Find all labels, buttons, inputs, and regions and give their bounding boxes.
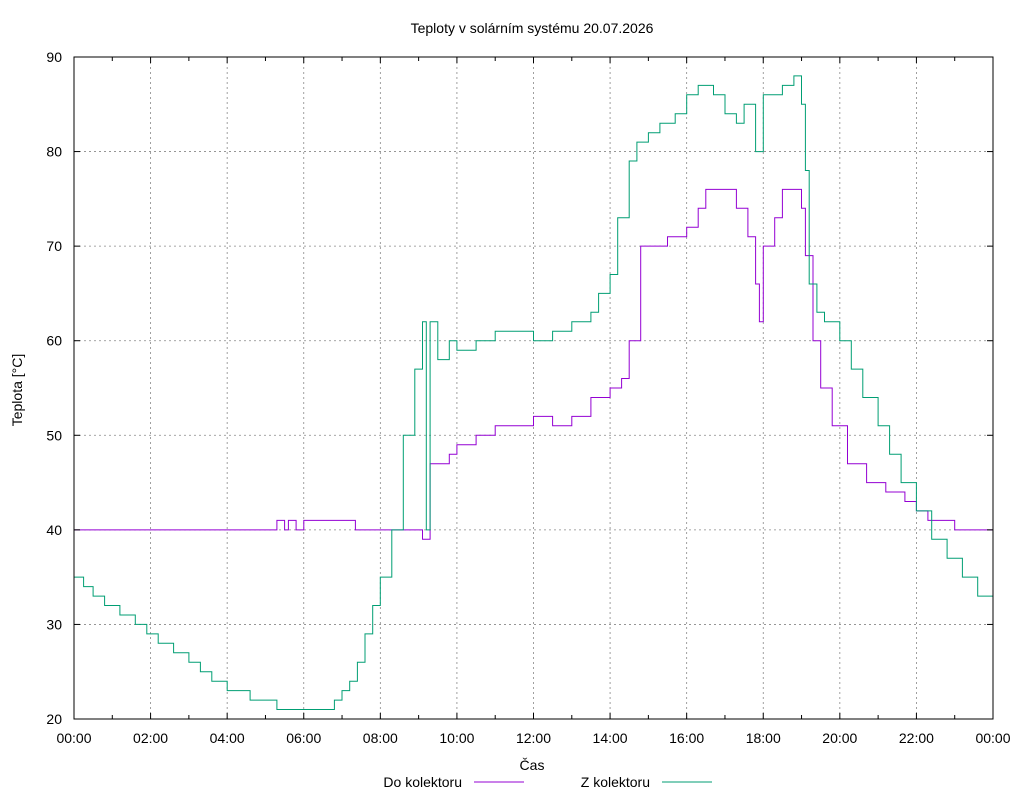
x-tick-label: 02:00 <box>133 730 168 746</box>
x-axis-label: Čas <box>520 757 545 773</box>
x-tick-label: 18:00 <box>746 730 781 746</box>
ticks <box>73 56 994 720</box>
legend-label-2: Z kolektoru <box>581 774 650 790</box>
x-tick-label: 00:00 <box>56 730 91 746</box>
legend: Do kolektoru Z kolektoru <box>383 774 712 790</box>
y-tick-label: 60 <box>46 333 62 349</box>
x-tick-label: 16:00 <box>669 730 704 746</box>
series-layer <box>74 75 994 710</box>
y-tick-label: 80 <box>46 144 62 160</box>
series-line-2 <box>74 75 994 710</box>
x-tick-label: 04:00 <box>210 730 245 746</box>
chart-title: Teploty v solárním systému 20.07.2026 <box>411 20 654 36</box>
x-tick-label: 00:00 <box>975 730 1010 746</box>
y-tick-labels: 20 30 40 50 60 70 80 90 <box>46 49 62 727</box>
y-tick-label: 70 <box>46 238 62 254</box>
x-tick-label: 14:00 <box>593 730 628 746</box>
y-tick-label: 90 <box>46 49 62 65</box>
x-tick-label: 06:00 <box>286 730 321 746</box>
x-tick-label: 08:00 <box>363 730 398 746</box>
y-tick-label: 20 <box>46 711 62 727</box>
y-tick-label: 40 <box>46 522 62 538</box>
y-tick-label: 50 <box>46 427 62 443</box>
x-tick-label: 22:00 <box>899 730 934 746</box>
y-tick-label: 30 <box>46 616 62 632</box>
x-tick-label: 10:00 <box>439 730 474 746</box>
series-line-1 <box>74 188 994 540</box>
x-tick-label: 12:00 <box>516 730 551 746</box>
legend-label-1: Do kolektoru <box>383 774 462 790</box>
grid <box>74 57 993 719</box>
x-tick-labels: 00:00 02:00 04:00 06:00 08:00 10:00 12:00 14:00… <box>56 730 1010 746</box>
y-axis-label: Teplota [°C] <box>9 354 25 427</box>
x-tick-label: 20:00 <box>822 730 857 746</box>
